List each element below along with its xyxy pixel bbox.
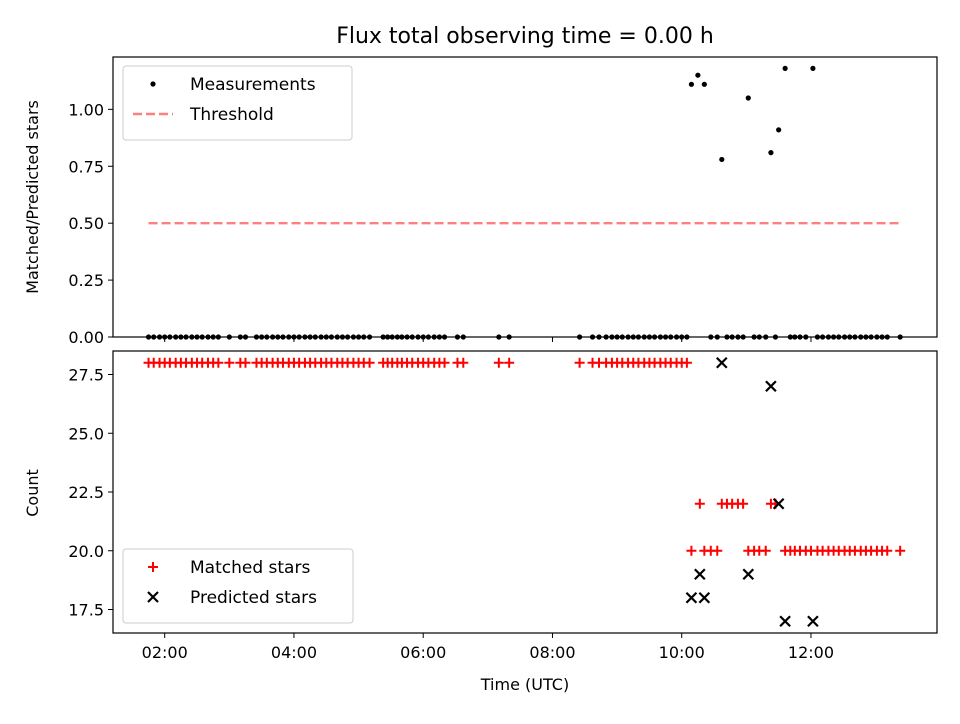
bottom-s0-point-56 <box>574 357 585 368</box>
bottom-s1-point-6-b <box>772 497 785 510</box>
bottom-s0-point-88 <box>760 545 771 556</box>
bottom-ytick-label-4: 27.5 <box>68 366 104 385</box>
bottom-s1-point-0-b <box>685 591 698 604</box>
bottom-s1-point-5-b <box>765 380 777 393</box>
bottom-legend-label-1: Predicted stars <box>190 588 317 608</box>
bottom-s1-point-3-b <box>716 356 728 369</box>
bottom-s0-point-13 <box>213 357 224 368</box>
top-s0-point-80 <box>719 156 725 163</box>
bottom-s1-point-2 <box>698 591 711 604</box>
xtick-label-5: 12:00 <box>788 643 834 662</box>
top-s0-point-97 <box>810 65 816 71</box>
top-s0-point-77 <box>701 81 707 87</box>
top-legend: Measurements Threshold <box>122 65 353 141</box>
top-ytick-label-4: 1.00 <box>68 100 104 119</box>
bottom-ytick-label-0: 17.5 <box>68 601 104 620</box>
bottom-ytick-label-3: 25.0 <box>68 424 104 443</box>
bottom-ytick-label-1: 20.0 <box>68 542 104 561</box>
bottom-s0-point-76 <box>694 498 705 509</box>
bottom-s1-point-8-b <box>807 615 819 628</box>
bottom-s0-point-74 <box>681 357 692 368</box>
bottom-legend: Matched stars Predicted stars <box>122 548 354 624</box>
xtick-label-1: 04:00 <box>271 643 317 662</box>
xtick-label-0: 02:00 <box>142 643 188 662</box>
chart-title: Flux total observing time = 0.00 h <box>336 24 714 49</box>
bottom-legend-swatch-0 <box>148 562 158 572</box>
bottom-s0-point-53 <box>458 357 469 368</box>
bottom-series-1 <box>685 356 819 628</box>
top-ytick-label-3: 0.75 <box>68 157 104 176</box>
bottom-y-axis-label: Count <box>23 469 42 517</box>
top-s0-point-85 <box>745 95 751 101</box>
bottom-s0-point-84 <box>738 498 749 509</box>
xtick-label-3: 08:00 <box>529 643 575 662</box>
bottom-s0-point-51 <box>439 357 450 368</box>
top-y-axis-label: Matched/Predicted stars <box>23 100 42 294</box>
bottom-s1-point-1-b <box>694 568 706 581</box>
top-ytick-label-1: 0.25 <box>68 271 104 290</box>
bottom-s1-point-7 <box>779 615 791 628</box>
bottom-ytick-label-2: 22.5 <box>68 483 104 502</box>
bottom-s1-point-4 <box>742 568 755 581</box>
top-s0-point-89 <box>768 150 774 156</box>
bottom-s0-point-16 <box>240 357 251 368</box>
bottom-s1-point-3 <box>716 356 728 369</box>
bottom-s0-point-14 <box>224 357 235 368</box>
top-s0-point-76 <box>695 72 701 78</box>
xtick-label-4: 10:00 <box>659 643 705 662</box>
bottom-s1-point-8 <box>807 615 819 628</box>
bottom-s0-point-38 <box>364 357 375 368</box>
bottom-legend-swatch-1-b <box>147 591 159 603</box>
top-legend-label-0: Measurements <box>190 75 316 95</box>
bottom-s1-point-0 <box>685 591 698 604</box>
top-legend-label-1: Threshold <box>189 105 274 125</box>
bottom-s0-point-54 <box>493 357 504 368</box>
x-axis-label: Time (UTC) <box>480 675 569 694</box>
bottom-s0-point-110 <box>882 545 893 556</box>
bottom-legend-swatch-1 <box>147 591 159 603</box>
top-legend-swatch-0 <box>150 81 156 87</box>
bottom-s1-point-7-b <box>779 615 791 628</box>
top-s0-point-91 <box>776 127 782 133</box>
bottom-legend-box <box>122 548 354 624</box>
bottom-s1-point-4-b <box>742 568 755 581</box>
top-ytick-label-2: 0.50 <box>68 214 104 233</box>
bottom-s0-point-111 <box>895 545 906 556</box>
top-legend-box <box>122 65 353 141</box>
top-frame <box>112 56 938 338</box>
bottom-series-0 <box>143 357 906 556</box>
bottom-s0-point-79 <box>712 545 723 556</box>
bottom-s1-point-2-b <box>698 591 711 604</box>
bottom-frame <box>112 350 938 634</box>
bottom-panel: 17.5 20.0 22.5 25.0 27.5 02:00 04:00 06:00 08:00… <box>68 350 938 662</box>
top-s0-point-92 <box>782 65 788 71</box>
bottom-s0-point-55 <box>504 357 515 368</box>
xtick-label-2: 06:00 <box>400 643 446 662</box>
bottom-s1-point-5 <box>765 380 777 393</box>
top-ytick-label-0: 0.00 <box>68 328 104 347</box>
bottom-s1-point-1 <box>694 568 706 581</box>
bottom-s0-point-75 <box>686 545 697 556</box>
bottom-s1-point-6 <box>772 497 785 510</box>
top-s0-point-75 <box>688 81 695 87</box>
top-panel: 0.00 0.25 0.50 0.75 1.00 Measurements Threshol… <box>68 56 938 347</box>
bottom-legend-label-0: Matched stars <box>190 558 310 578</box>
